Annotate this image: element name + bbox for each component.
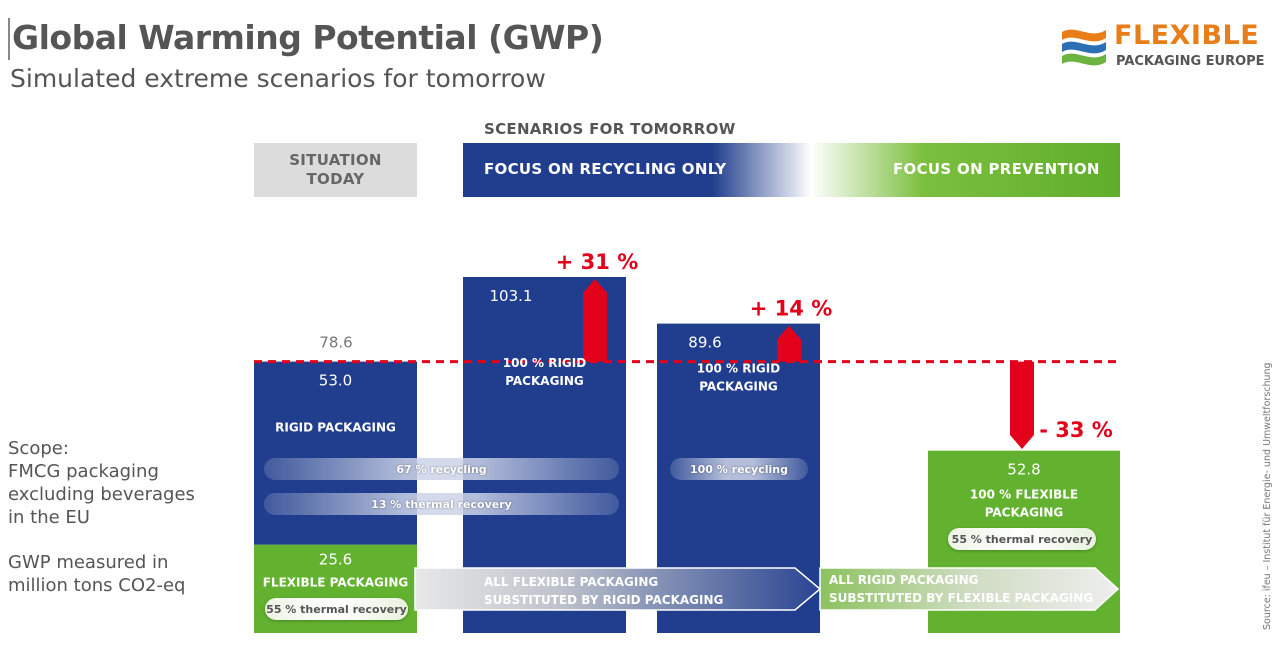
segment-label: FLEXIBLE PACKAGING — [263, 576, 409, 590]
change-label: + 31 % — [556, 250, 638, 274]
thermal-recovery-pill: 55 % thermal recovery — [265, 598, 408, 620]
scope-line: in the EU — [8, 507, 90, 528]
data-label: 53.0 — [319, 372, 352, 390]
substitution-arrow — [819, 567, 1120, 611]
scope-note: Scope: FMCG packaging excluding beverage… — [8, 437, 195, 529]
data-label: 89.6 — [688, 334, 721, 352]
change-label: - 33 % — [1039, 418, 1113, 442]
recycling-pill: 100 % recycling — [670, 458, 808, 480]
thermal-recovery-pill: 55 % thermal recovery — [948, 528, 1096, 550]
substitution-arrows-layer — [414, 567, 1120, 611]
situation-today-header: SITUATION TODAY — [254, 143, 417, 197]
change-label: + 14 % — [750, 297, 832, 321]
segment-label: 100 % RIGID PACKAGING — [503, 356, 586, 388]
scope-line: Scope: — [8, 438, 69, 459]
segment-label: 100 % RIGID PACKAGING — [697, 362, 780, 394]
logo: FLEXIBLE PACKAGING EUROPE — [1058, 20, 1278, 72]
segment-label: RIGID PACKAGING — [275, 421, 396, 435]
total-label: 78.6 — [319, 334, 352, 352]
data-label: 103.1 — [490, 287, 533, 305]
gwp-line: million tons CO2-eq — [8, 575, 186, 596]
data-label: 25.6 — [319, 551, 352, 569]
page-subtitle: Simulated extreme scenarios for tomorrow — [10, 64, 546, 93]
logo-text-primary: FLEXIBLE — [1114, 20, 1260, 51]
gwp-line: GWP measured in — [8, 552, 169, 573]
focus-recycling-label: FOCUS ON RECYCLING ONLY — [484, 160, 727, 178]
thermal-recovery-pill: 13 % thermal recovery — [264, 493, 619, 515]
substitution-label: ALL FLEXIBLE PACKAGING SUBSTITUTED BY RIG… — [484, 575, 723, 607]
labels-layer: 25.6 FLEXIBLE PACKAGING 53.0 RIGID PACKAGIN… — [263, 250, 1113, 607]
page-title: Global Warming Potential (GWP) — [12, 18, 604, 57]
decrease-arrow — [1010, 361, 1034, 449]
focus-prevention-label: FOCUS ON PREVENTION — [893, 160, 1100, 178]
substitution-label: ALL RIGID PACKAGING SUBSTITUTED BY FLEXIB… — [829, 573, 1093, 605]
segment-label: 100 % FLEXIBLE PACKAGING — [970, 488, 1078, 520]
logo-mark-icon — [1062, 29, 1106, 66]
substitution-arrow — [414, 567, 822, 611]
change-arrows-layer — [583, 279, 1034, 449]
scope-line: excluding beverages — [8, 484, 195, 505]
situation-today-label: SITUATION TODAY — [289, 151, 382, 188]
scenarios-header: SCENARIOS FOR TOMORROW — [484, 120, 736, 138]
increase-arrow — [583, 279, 607, 362]
scope-line: FMCG packaging — [8, 461, 159, 482]
increase-arrow — [777, 325, 801, 362]
logo-text-secondary: PACKAGING EUROPE — [1116, 54, 1265, 69]
data-label: 52.8 — [1007, 461, 1040, 479]
scenario-gradient-header — [463, 143, 1120, 197]
title-accent-bar — [8, 18, 10, 60]
recycling-pill: 67 % recycling — [264, 458, 619, 480]
gwp-unit-note: GWP measured in million tons CO2-eq — [8, 551, 185, 597]
